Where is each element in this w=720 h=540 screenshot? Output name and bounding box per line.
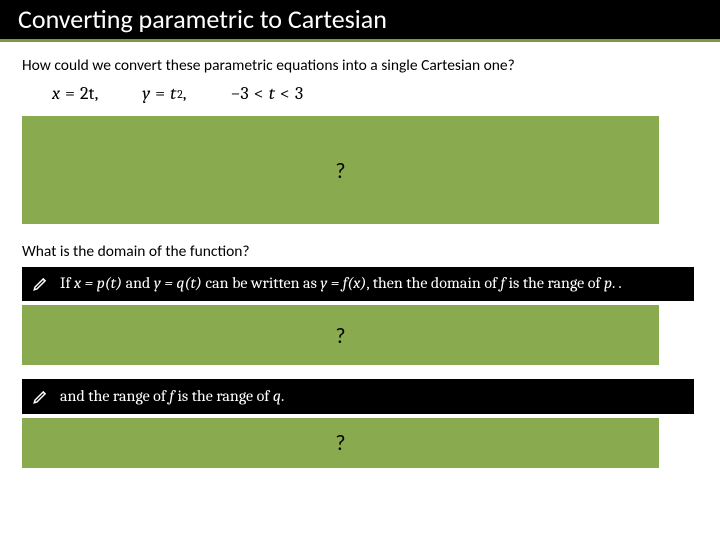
n2-tail: . bbox=[281, 387, 284, 405]
n1-yq: y = q(t) bbox=[154, 274, 202, 292]
reveal-box-1[interactable]: ? bbox=[22, 116, 659, 224]
n1-xp: x = p(t) bbox=[74, 274, 122, 292]
reveal-box-2[interactable]: ? bbox=[22, 305, 659, 365]
equation-2: y = t2, bbox=[142, 83, 186, 104]
n2-mid: is the range of bbox=[174, 387, 273, 405]
eq1-lhs: x bbox=[52, 83, 60, 104]
n2-q: q bbox=[273, 387, 281, 405]
pen-icon bbox=[32, 387, 50, 405]
reveal-box-3[interactable]: ? bbox=[22, 418, 659, 468]
pen-icon bbox=[32, 274, 50, 292]
equations-row: x = 2t, y = t2, −3<t<3 bbox=[22, 83, 700, 104]
note-1-text: If x = p(t) and y = q(t) can be written … bbox=[60, 273, 622, 293]
eq1-equals: = bbox=[65, 83, 75, 104]
reveal-label-1: ? bbox=[335, 157, 345, 184]
n1-mid3: , then the domain of bbox=[366, 274, 500, 292]
equation-1: x = 2t, bbox=[52, 83, 98, 104]
note-bar-1: If x = p(t) and y = q(t) can be written … bbox=[22, 267, 694, 301]
main-content: How could we convert these parametric eq… bbox=[0, 42, 720, 468]
eq2-tail: , bbox=[183, 83, 187, 104]
note-bar-2: and the range of f is the range of q. bbox=[22, 379, 694, 413]
question-1: How could we convert these parametric eq… bbox=[22, 56, 700, 75]
reveal-label-2: ? bbox=[335, 322, 345, 349]
page-title: Converting parametric to Cartesian bbox=[0, 0, 720, 38]
reveal-label-3: ? bbox=[335, 429, 345, 456]
eq2-base: t bbox=[170, 83, 176, 104]
n1-pre: If bbox=[60, 274, 74, 292]
n1-yfx: y = f(x) bbox=[320, 274, 366, 292]
eq2-equals: = bbox=[155, 83, 165, 104]
n2-pre: and the range of bbox=[60, 387, 169, 405]
question-2: What is the domain of the function? bbox=[22, 242, 700, 261]
eq2-lhs: y bbox=[142, 83, 150, 104]
n1-p: p bbox=[604, 274, 612, 292]
eq1-rhs: 2t, bbox=[80, 83, 98, 104]
equation-3: −3<t<3 bbox=[230, 83, 303, 104]
n1-mid4: is the range of bbox=[505, 274, 604, 292]
n1-mid2: can be written as bbox=[202, 274, 320, 292]
note-2-text: and the range of f is the range of q. bbox=[60, 386, 284, 406]
n1-tail: . . bbox=[612, 274, 622, 292]
n1-mid1: and bbox=[122, 274, 154, 292]
header-bar: Converting parametric to Cartesian bbox=[0, 0, 720, 42]
